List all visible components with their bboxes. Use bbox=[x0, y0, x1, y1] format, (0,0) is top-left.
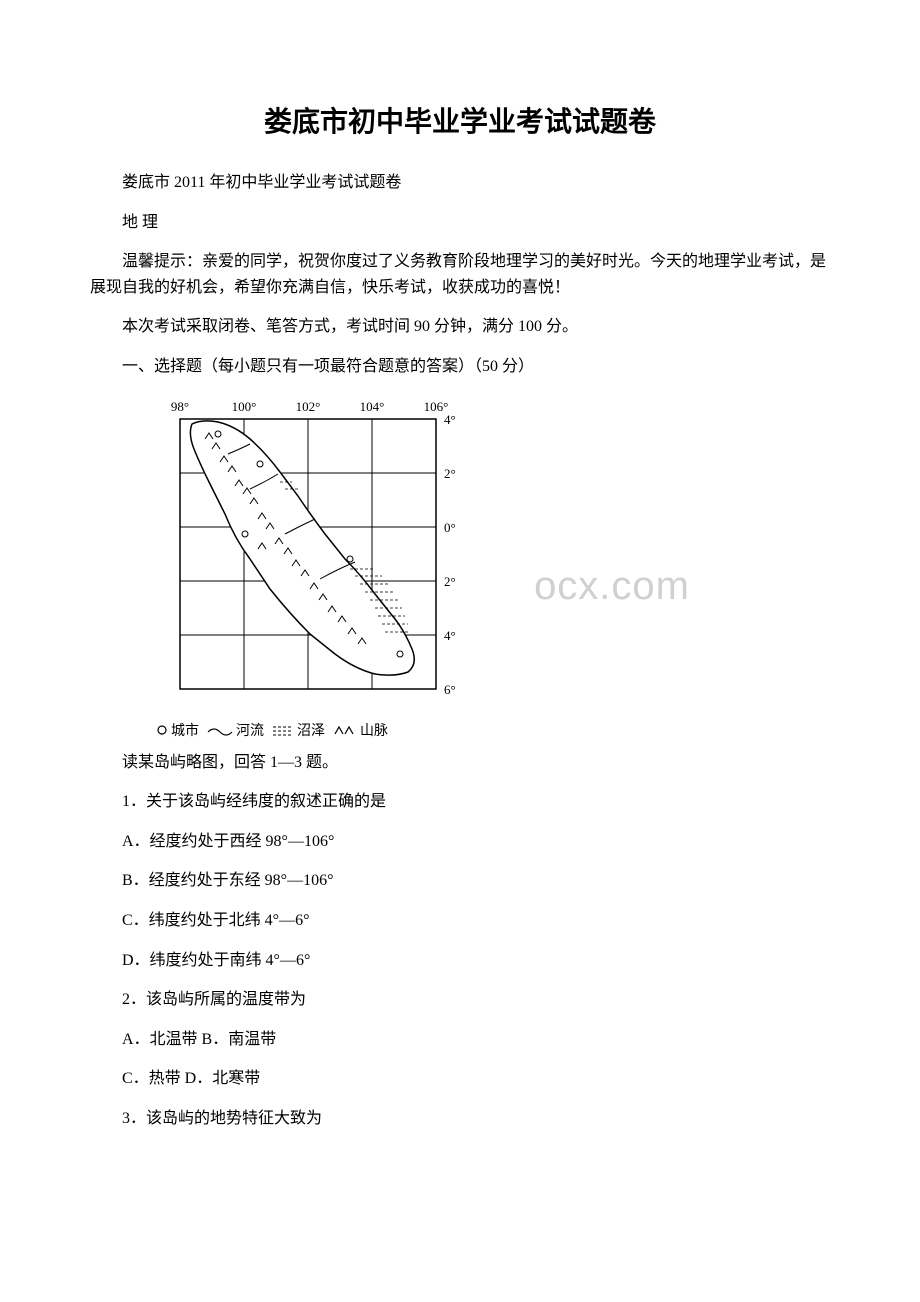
svg-text:2°: 2° bbox=[444, 466, 456, 481]
legend-city: 城市 bbox=[156, 720, 199, 740]
svg-text:2°: 2° bbox=[444, 574, 456, 589]
legend-mountain-label: 山脉 bbox=[360, 720, 388, 740]
q1-option-a: A．经度约处于西经 98°—106° bbox=[90, 829, 830, 855]
section-heading: 一、选择题（每小题只有一项最符合题意的答案）（50 分） bbox=[90, 354, 830, 380]
q2-option-cd: C．热带 D．北寒带 bbox=[90, 1066, 830, 1092]
svg-text:100°: 100° bbox=[232, 399, 257, 414]
subject-label: 地 理 bbox=[90, 210, 830, 236]
intro-text: 温馨提示：亲爱的同学，祝贺你度过了义务教育阶段地理学习的美好时光。今天的地理学业… bbox=[90, 249, 830, 300]
svg-text:6°: 6° bbox=[444, 682, 456, 697]
svg-text:4°: 4° bbox=[444, 628, 456, 643]
q1-option-b: B．经度约处于东经 98°—106° bbox=[90, 868, 830, 894]
map-figure: 98° 100° 102° 104° 106° 4° 2° 0° 2° 4° 6… bbox=[150, 394, 460, 740]
svg-text:98°: 98° bbox=[171, 399, 189, 414]
q1-stem: 1．关于该岛屿经纬度的叙述正确的是 bbox=[90, 789, 830, 815]
q2-option-ab: A．北温带 B．南温带 bbox=[90, 1027, 830, 1053]
svg-text:104°: 104° bbox=[360, 399, 385, 414]
island-map: 98° 100° 102° 104° 106° 4° 2° 0° 2° 4° 6… bbox=[150, 394, 460, 714]
svg-text:0°: 0° bbox=[444, 520, 456, 535]
q3-stem: 3．该岛屿的地势特征大致为 bbox=[90, 1106, 830, 1132]
mountain-icon bbox=[333, 724, 357, 736]
q2-stem: 2．该岛屿所属的温度带为 bbox=[90, 987, 830, 1013]
legend-mountain: 山脉 bbox=[333, 720, 388, 740]
svg-text:4°: 4° bbox=[444, 412, 456, 427]
swamp-icon bbox=[272, 724, 294, 736]
page-title: 娄底市初中毕业学业考试试题卷 bbox=[90, 100, 830, 140]
map-instruction: 读某岛屿略图，回答 1—3 题。 bbox=[90, 750, 830, 776]
svg-text:102°: 102° bbox=[296, 399, 321, 414]
legend-swamp-label: 沼泽 bbox=[297, 720, 325, 740]
legend-city-label: 城市 bbox=[171, 720, 199, 740]
river-icon bbox=[207, 724, 233, 736]
legend-swamp: 沼泽 bbox=[272, 720, 325, 740]
q1-option-c: C．纬度约处于北纬 4°—6° bbox=[90, 908, 830, 934]
q1-option-d: D．纬度约处于南纬 4°—6° bbox=[90, 948, 830, 974]
legend-river: 河流 bbox=[207, 720, 264, 740]
legend-river-label: 河流 bbox=[236, 720, 264, 740]
circle-icon bbox=[156, 724, 168, 736]
exam-info: 本次考试采取闭卷、笔答方式，考试时间 90 分钟，满分 100 分。 bbox=[90, 314, 830, 340]
subtitle: 娄底市 2011 年初中毕业学业考试试题卷 bbox=[90, 170, 830, 196]
watermark-text: ocx.com bbox=[534, 564, 690, 609]
map-legend: 城市 河流 沼泽 山脉 bbox=[150, 720, 460, 740]
